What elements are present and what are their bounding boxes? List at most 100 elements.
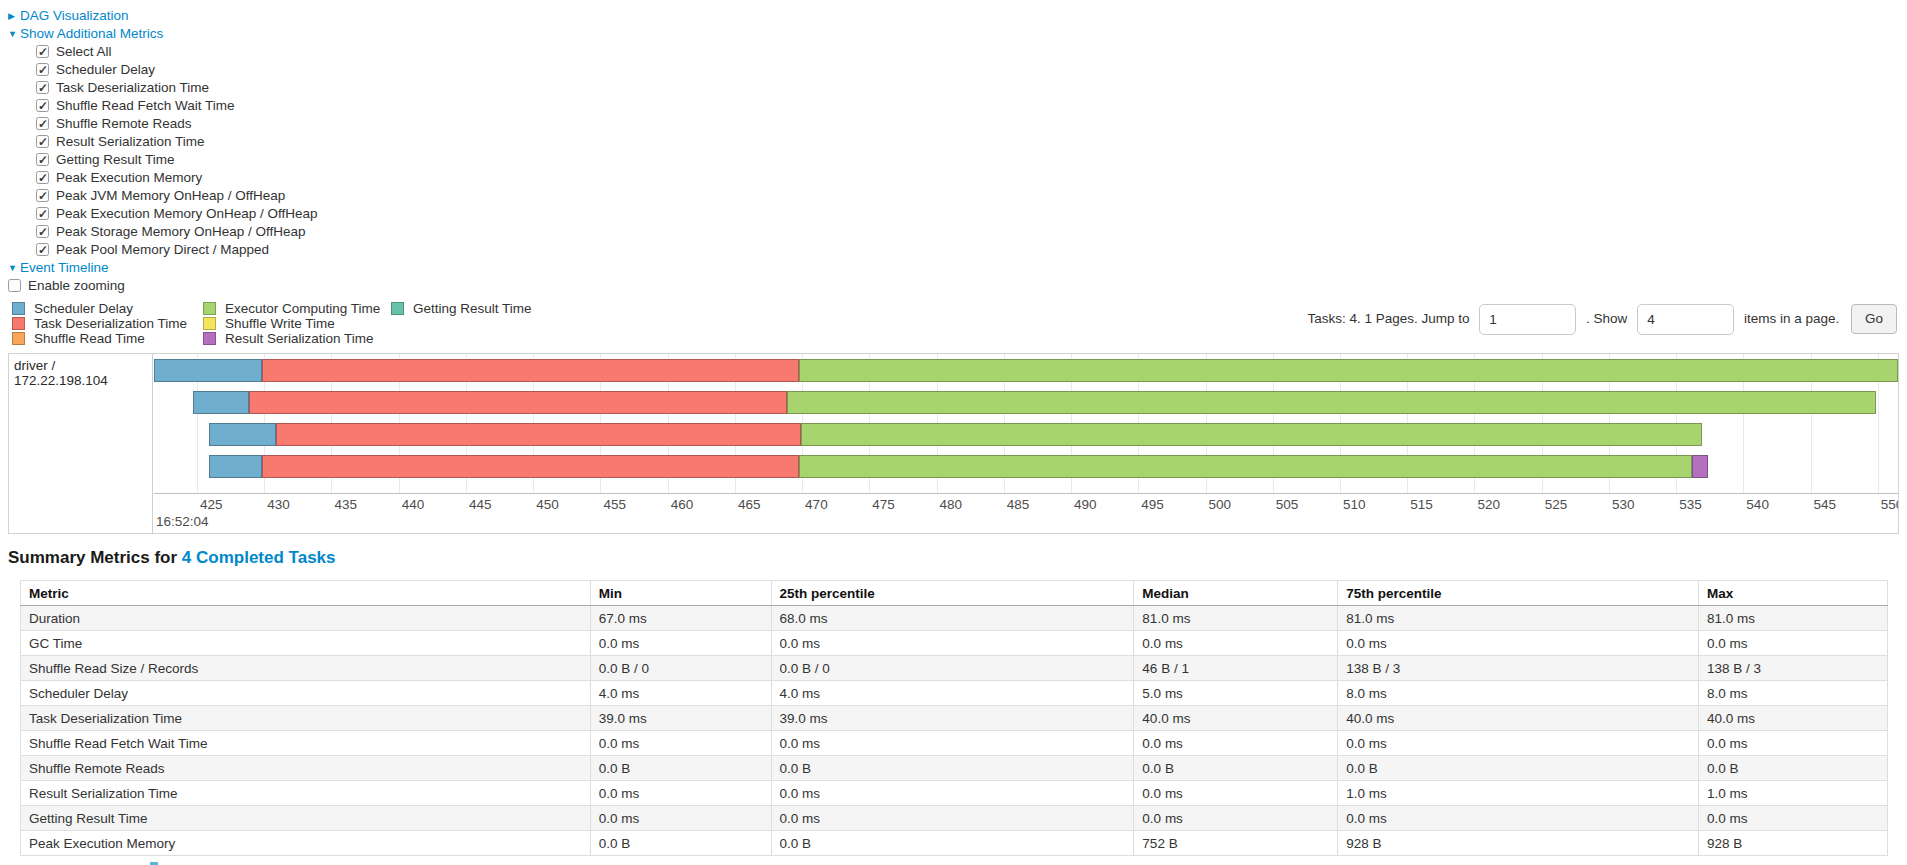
table-cell: 928 B [1699,831,1888,856]
legend-item: Executor Computing Time [203,301,380,316]
axis-tick-label: 540 [1746,497,1769,512]
metric-checkbox-row[interactable]: Task Deserialization Time [8,79,1899,97]
enable-zooming-row[interactable]: Enable zooming [8,277,1899,295]
table-cell: 1.0 ms [1338,781,1699,806]
axis-tick-label: 500 [1209,497,1232,512]
task-bar-scheduler-delay[interactable] [209,423,276,446]
task-bar-scheduler-delay[interactable] [193,391,249,414]
metric-checkbox[interactable] [36,117,49,130]
metric-checkbox[interactable] [36,243,49,256]
show-additional-metrics-toggle[interactable]: ▼Show Additional Metrics [8,25,1899,43]
dag-visualization-link[interactable]: DAG Visualization [20,8,129,23]
axis-tick-label: 455 [603,497,626,512]
summary-heading-text: Summary Metrics for [8,548,182,567]
task-bar-scheduler-delay[interactable] [154,359,262,382]
metric-checkbox-row[interactable]: Shuffle Remote Reads [8,115,1899,133]
table-header-cell: Min [590,581,771,606]
metric-checkbox-row[interactable]: Peak JVM Memory OnHeap / OffHeap [8,187,1899,205]
table-cell: 68.0 ms [771,606,1134,631]
table-cell: 0.0 ms [1134,781,1338,806]
table-cell: 67.0 ms [590,606,771,631]
table-cell: 40.0 ms [1699,706,1888,731]
table-cell: 0.0 ms [1699,731,1888,756]
metric-checkbox[interactable] [36,63,49,76]
task-bar-scheduler-delay[interactable] [209,455,261,478]
table-cell: Shuffle Remote Reads [21,756,591,781]
table-row: Scheduler Delay4.0 ms4.0 ms5.0 ms8.0 ms8… [21,681,1888,706]
task-bar-executor-computing[interactable] [799,455,1692,478]
legend-pagination-band: Scheduler DelayTask Deserialization Time… [8,301,1899,348]
metric-checkbox-label: Shuffle Remote Reads [56,116,192,131]
executor-computing-swatch-icon [203,302,216,315]
table-cell: 0.0 ms [590,731,771,756]
metric-checkbox-label: Result Serialization Time [56,134,205,149]
event-timeline-link[interactable]: Event Timeline [20,260,109,275]
go-button[interactable]: Go [1851,304,1897,334]
metric-checkbox-row[interactable]: Peak Execution Memory OnHeap / OffHeap [8,205,1899,223]
task-bar-task-deserialization[interactable] [262,359,800,382]
table-cell: 0.0 ms [771,731,1134,756]
table-cell: 0.0 ms [1699,631,1888,656]
task-bar-executor-computing[interactable] [799,359,1898,382]
event-timeline-toggle[interactable]: ▼Event Timeline [8,259,1899,277]
legend-label: Task Deserialization Time [34,316,187,331]
table-cell: 4.0 ms [771,681,1134,706]
table-cell: 40.0 ms [1338,706,1699,731]
jump-to-page-input[interactable] [1479,304,1576,335]
axis-tick-label: 445 [469,497,492,512]
task-bar-executor-computing[interactable] [801,423,1702,446]
table-cell: 138 B / 3 [1338,656,1699,681]
task-bar-result-serialization[interactable] [1692,455,1708,478]
dag-visualization-toggle[interactable]: ▶DAG Visualization [8,7,1899,25]
metric-checkbox[interactable] [36,189,49,202]
show-additional-metrics-link[interactable]: Show Additional Metrics [20,26,163,41]
axis-tick-label: 485 [1007,497,1030,512]
metric-checkbox-label: Shuffle Read Fetch Wait Time [56,98,235,113]
metric-checkbox[interactable] [36,225,49,238]
axis-tick-label: 450 [536,497,559,512]
table-cell: 5.0 ms [1134,681,1338,706]
pagination-prefix-text: Tasks: 4. 1 Pages. Jump to [1307,311,1469,326]
metric-checkbox-row[interactable]: Peak Execution Memory [8,169,1899,187]
items-per-page-input[interactable] [1637,304,1734,335]
table-row: GC Time0.0 ms0.0 ms0.0 ms0.0 ms0.0 ms [21,631,1888,656]
table-cell: 4.0 ms [590,681,771,706]
metric-checkbox[interactable] [36,171,49,184]
axis-tick-label: 535 [1679,497,1702,512]
timeline-axis: 16:52:04 4254304354404454504554604654704… [154,493,1898,533]
metric-checkbox-row[interactable]: Peak Pool Memory Direct / Mapped [8,241,1899,259]
metric-checkbox-row[interactable]: Scheduler Delay [8,61,1899,79]
metric-checkbox-row[interactable]: Getting Result Time [8,151,1899,169]
metric-checkbox-row[interactable]: Result Serialization Time [8,133,1899,151]
metric-checkbox[interactable] [36,207,49,220]
task-bar-task-deserialization[interactable] [249,391,787,414]
metric-checkbox[interactable] [36,99,49,112]
task-bar-task-deserialization[interactable] [262,455,800,478]
completed-tasks-link[interactable]: 4 Completed Tasks [182,548,336,567]
metric-checkbox-label: Scheduler Delay [56,62,155,77]
metric-checkbox-label: Peak Execution Memory OnHeap / OffHeap [56,206,318,221]
table-cell: 0.0 ms [1134,731,1338,756]
table-cell: Peak Execution Memory [21,831,591,856]
table-cell: Duration [21,606,591,631]
metric-checkbox-row[interactable]: Peak Storage Memory OnHeap / OffHeap [8,223,1899,241]
timeline-group-label: driver / 172.22.198.104 [9,354,153,533]
table-cell: Result Serialization Time [21,781,591,806]
table-cell: 0.0 ms [771,781,1134,806]
metric-checkbox-row[interactable]: Select All [8,43,1899,61]
stage-page-controls: ▶DAG Visualization ▼Show Additional Metr… [0,0,1907,295]
metric-checkbox[interactable] [36,45,49,58]
table-cell: 0.0 ms [771,631,1134,656]
metric-checkbox-row[interactable]: Shuffle Read Fetch Wait Time [8,97,1899,115]
legend-label: Scheduler Delay [34,301,133,316]
table-cell: 0.0 ms [1338,806,1699,831]
metric-checkbox[interactable] [36,135,49,148]
task-bar-task-deserialization[interactable] [276,423,800,446]
task-bar-executor-computing[interactable] [787,391,1876,414]
enable-zooming-checkbox[interactable] [8,279,21,292]
metric-checkbox[interactable] [36,81,49,94]
legend-label: Shuffle Write Time [225,316,335,331]
table-row: Shuffle Read Size / Records0.0 B / 00.0 … [21,656,1888,681]
table-cell: 0.0 B [771,756,1134,781]
metric-checkbox[interactable] [36,153,49,166]
